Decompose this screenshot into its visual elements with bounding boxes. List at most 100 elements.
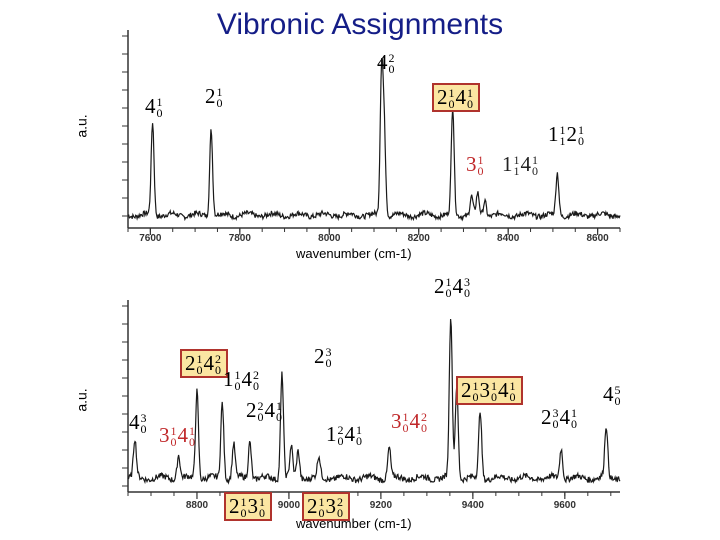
- label-term-base: 2: [541, 405, 552, 429]
- label-term-base: 2: [307, 494, 318, 518]
- x-tick-label-0-8400: 8400: [497, 233, 520, 244]
- label-term-lower: 0: [257, 410, 264, 425]
- label-term-base: 4: [409, 409, 421, 433]
- x-tick-label-0-7800: 7800: [229, 233, 252, 244]
- label-term-base: 2: [437, 85, 448, 109]
- label-term-lower: 0: [234, 379, 241, 394]
- label-term-lower: 0: [614, 394, 621, 409]
- label-term-lower: 0: [578, 134, 584, 149]
- x-axis-label-top: wavenumber (cm-1): [296, 246, 412, 261]
- label-term-base: 4: [264, 398, 276, 422]
- label-term-lower: 0: [215, 363, 221, 378]
- label-term-lower: 0: [276, 410, 282, 425]
- label-term-lower: 0: [337, 434, 344, 449]
- label-term-lower: 0: [477, 164, 484, 179]
- label-term-upper: 1: [196, 352, 203, 367]
- label-term-base: 4: [129, 410, 140, 434]
- label-term-upper: 2: [421, 410, 427, 425]
- label-term-lower: 0: [325, 356, 332, 371]
- label-term-base: 3: [479, 378, 491, 402]
- label-term-upper: 1: [234, 368, 241, 383]
- label-term-lower: 0: [571, 417, 577, 432]
- label-term-lower: 0: [253, 379, 259, 394]
- label-term-base: 2: [434, 274, 445, 298]
- label-term-base: 3: [391, 409, 402, 433]
- label-term-base: 4: [145, 94, 156, 118]
- label-term-upper: 2: [257, 399, 264, 414]
- x-tick-label-0-8600: 8600: [587, 233, 610, 244]
- label-term-upper: 3: [325, 345, 332, 360]
- label-term-base: 1: [502, 152, 513, 176]
- label-term-upper: 1: [156, 95, 163, 110]
- label-term-upper: 3: [464, 275, 470, 290]
- label-term-upper: 1: [559, 123, 566, 138]
- label-term-upper: 1: [216, 85, 223, 100]
- x-axis-label-top-text: wavenumber (cm-1): [296, 246, 412, 261]
- x-tick-label-1-9200: 9200: [370, 500, 393, 511]
- label-term-upper: 1: [445, 275, 452, 290]
- label-term-base: 4: [452, 274, 464, 298]
- label-term-upper: 1: [477, 153, 484, 168]
- label-term-upper: 3: [140, 411, 147, 426]
- label-term-base: 4: [498, 378, 509, 402]
- label-term-base: 3: [247, 494, 259, 518]
- label-term-upper: 1: [513, 153, 520, 168]
- label-term-lower: 1: [513, 164, 520, 179]
- label-term-lower: 0: [170, 435, 177, 450]
- label-term-upper: 2: [337, 423, 344, 438]
- label-term-base: 3: [325, 494, 337, 518]
- label-term-upper: 1: [448, 86, 455, 101]
- label-term-upper: 1: [402, 410, 409, 425]
- label-term-upper: 1: [571, 406, 577, 421]
- label-term-lower: 0: [189, 435, 195, 450]
- x-tick-label-0-8000: 8000: [318, 233, 341, 244]
- label-term-upper: 1: [189, 424, 195, 439]
- label-term-base: 2: [205, 84, 216, 108]
- label-term-base: 4: [520, 152, 532, 176]
- label-term-base: 3: [159, 423, 170, 447]
- label-term-upper: 2: [337, 495, 343, 510]
- label-term-base: 2: [185, 351, 196, 375]
- label-term-upper: 3: [552, 406, 559, 421]
- label-term-lower: 0: [509, 390, 516, 405]
- label-term-upper: 1: [259, 495, 265, 510]
- label-term-upper: 1: [318, 495, 325, 510]
- label-term-base: 4: [455, 85, 467, 109]
- label-term-upper: 1: [472, 379, 479, 394]
- label-term-base: 4: [241, 367, 253, 391]
- label-term-base: 4: [177, 423, 189, 447]
- label-term-upper: 2: [215, 352, 221, 367]
